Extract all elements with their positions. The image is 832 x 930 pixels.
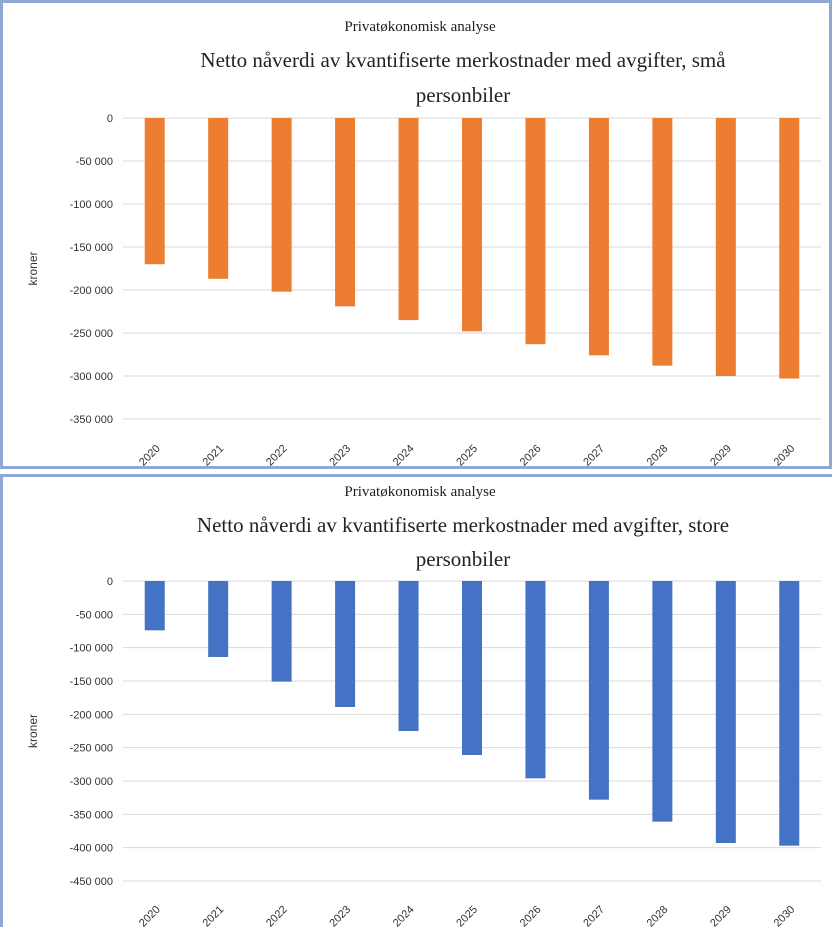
x-tick-label: 2022 (264, 443, 290, 469)
chart-panel-large-cars: Privatøkonomisk analyse Netto nåverdi av … (0, 474, 832, 930)
x-tick-label: 2030 (772, 443, 798, 469)
chart-title-line: Netto nåverdi av kvantifiserte merkostna… (197, 513, 729, 537)
x-tick-label: 2026 (518, 443, 544, 469)
x-tick-label: 2024 (391, 904, 417, 930)
y-tick-label: -200 000 (70, 285, 113, 297)
bar-2027 (588, 581, 609, 800)
x-tick-label: 2024 (391, 443, 417, 469)
x-tick-label: 2025 (454, 443, 480, 469)
x-tick-label: 2028 (645, 443, 671, 469)
chart-panel-small-cars: Privatøkonomisk analyse Netto nåverdi av … (0, 0, 832, 469)
bar-2029 (715, 118, 736, 376)
y-tick-label: -350 000 (70, 414, 113, 426)
chart-title-line: Netto nåverdi av kvantifiserte merkostna… (200, 48, 726, 72)
x-tick-label: 2020 (137, 443, 163, 469)
x-tick-label: 2027 (581, 443, 607, 469)
x-tick-label: 2025 (454, 904, 480, 930)
y-tick-label: -150 000 (70, 676, 113, 688)
y-tick-label: -150 000 (70, 242, 113, 254)
x-tick-label: 2020 (137, 904, 163, 930)
bar-2023 (335, 581, 356, 707)
bar-2020 (144, 118, 165, 265)
bar-2023 (335, 118, 356, 307)
y-tick-label: -250 000 (70, 743, 113, 755)
y-tick-label: -300 000 (70, 776, 113, 788)
bar-2028 (652, 118, 673, 366)
bar-2026 (525, 581, 546, 779)
x-tick-label: 2029 (708, 443, 734, 469)
bar-2024 (398, 581, 419, 731)
chart-large-cars: Privatøkonomisk analyse Netto nåverdi av … (26, 484, 821, 930)
y-tick-label: -300 000 (70, 371, 113, 383)
bar-2027 (588, 118, 609, 356)
bar-2028 (652, 581, 673, 822)
x-tick-label: 2022 (264, 904, 290, 930)
chart-small-cars: Privatøkonomisk analyse Netto nåverdi av … (26, 19, 821, 469)
y-axis-label: kroner (26, 714, 40, 748)
x-tick-label: 2021 (201, 904, 227, 930)
bar-2030 (779, 118, 800, 379)
y-tick-label: -200 000 (70, 709, 113, 721)
bar-2022 (271, 581, 292, 682)
bar-2020 (144, 581, 165, 631)
bar-2029 (715, 581, 736, 843)
y-tick-label: -100 000 (70, 643, 113, 655)
y-tick-label: -250 000 (70, 328, 113, 340)
y-tick-label: -400 000 (70, 843, 113, 855)
x-tick-label: 2030 (772, 904, 798, 930)
bar-2022 (271, 118, 292, 292)
y-tick-label: -450 000 (70, 876, 113, 888)
x-tick-label: 2027 (581, 904, 607, 930)
x-tick-label: 2023 (327, 904, 353, 930)
y-tick-label: 0 (107, 113, 113, 125)
x-tick-label: 2028 (645, 904, 671, 930)
y-tick-label: 0 (107, 576, 113, 588)
chart-title-line: personbiler (416, 83, 510, 107)
x-tick-label: 2021 (201, 443, 227, 469)
chart-supertitle: Privatøkonomisk analyse (344, 484, 496, 500)
bar-2025 (462, 581, 482, 755)
bar-2025 (462, 118, 482, 332)
bar-2030 (779, 581, 800, 846)
x-tick-label: 2029 (708, 904, 734, 930)
bar-2021 (208, 581, 229, 657)
y-axis-label: kroner (26, 251, 40, 285)
y-tick-label: -50 000 (76, 156, 113, 168)
y-tick-label: -100 000 (70, 199, 113, 211)
bar-2026 (525, 118, 546, 345)
chart-title-line: personbiler (416, 547, 510, 571)
y-tick-label: -50 000 (76, 609, 113, 621)
chart-supertitle: Privatøkonomisk analyse (344, 19, 496, 35)
y-tick-label: -350 000 (70, 809, 113, 821)
bar-2021 (208, 118, 229, 279)
x-tick-label: 2023 (327, 443, 353, 469)
bar-2024 (398, 118, 419, 321)
x-tick-label: 2026 (518, 904, 544, 930)
